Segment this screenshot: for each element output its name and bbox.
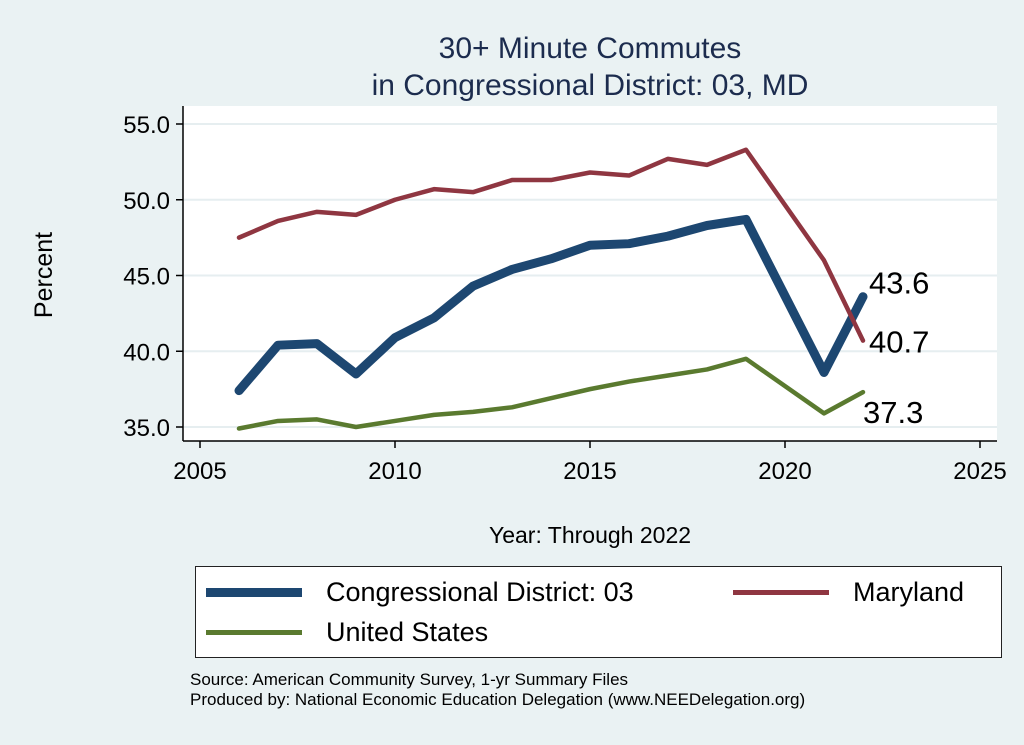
- legend-item-us: United States: [206, 617, 488, 648]
- x-tick-label: 2025: [953, 458, 1006, 485]
- legend-item-district: Congressional District: 03: [206, 577, 634, 608]
- end-value-label: 43.6: [869, 266, 929, 301]
- series-line-2: [236, 356, 866, 431]
- series-line-0: [234, 214, 868, 396]
- x-tick-label: 2005: [173, 458, 226, 485]
- legend-swatch-district: [206, 588, 302, 597]
- line-chart: 35.0 40.0 45.0 50.0 55.0 2005 2010 2015 2020 2025…: [30, 106, 1007, 548]
- legend-swatch-maryland: [733, 590, 829, 595]
- y-tick-label: 55.0: [123, 112, 170, 139]
- y-tick-label: 45.0: [123, 264, 170, 291]
- end-value-label: 40.7: [869, 325, 929, 360]
- y-axis-label: Percent: [30, 232, 58, 318]
- series-line-1: [236, 147, 866, 343]
- chart-title-line-2: in Congressional District: 03, MD: [371, 69, 809, 102]
- x-tick-label: 2020: [758, 458, 811, 485]
- legend-label-maryland: Maryland: [853, 577, 965, 607]
- y-tick-label: 50.0: [123, 188, 170, 215]
- y-tick-label: 40.0: [123, 339, 170, 366]
- legend-label-district: Congressional District: 03: [326, 577, 634, 607]
- x-tick-label: 2015: [563, 458, 616, 485]
- legend-label-us: United States: [326, 617, 489, 647]
- chart-title: 30+ Minute Commutes in Congressional Dis…: [0, 30, 1024, 104]
- plot-area: [183, 106, 997, 441]
- x-axis-label: Year: Through 2022: [489, 522, 691, 548]
- source-line-1: Source: American Community Survey, 1-yr …: [190, 670, 629, 689]
- end-value-label: 37.3: [863, 395, 923, 430]
- source-note: Source: American Community Survey, 1-yr …: [190, 670, 805, 710]
- y-tick-label: 35.0: [123, 415, 170, 442]
- x-tick-label: 2010: [368, 458, 421, 485]
- legend: Congressional District: 03 Maryland Unit…: [195, 566, 1002, 658]
- chart-title-line-1: 30+ Minute Commutes: [438, 32, 742, 65]
- source-line-2: Produced by: National Economic Education…: [190, 690, 806, 709]
- legend-swatch-us: [206, 630, 302, 635]
- legend-item-maryland: Maryland: [733, 577, 964, 608]
